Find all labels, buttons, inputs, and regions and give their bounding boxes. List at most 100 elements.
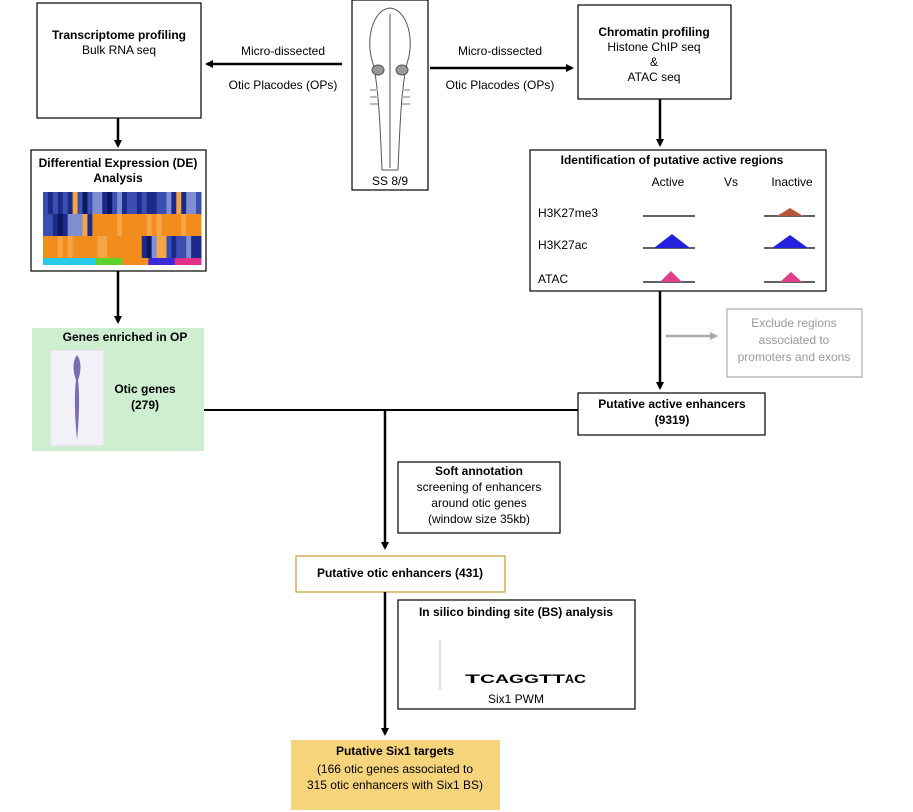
- heatmap-cell: [43, 214, 49, 236]
- heatmap-cell: [181, 236, 187, 258]
- arrow-label: Otic Placodes (OPs): [446, 78, 555, 92]
- box-title: (9319): [655, 413, 690, 427]
- heatmap-cell: [146, 192, 153, 214]
- heatmap-cell: [107, 214, 113, 236]
- heatmap-cell: [72, 236, 79, 258]
- column-label: Active: [652, 175, 685, 189]
- group-bar: [43, 258, 70, 265]
- box-text: (window size 35kb): [428, 512, 530, 526]
- heatmap-cell: [131, 214, 138, 236]
- box-text: associated to: [759, 333, 830, 347]
- box-title: Putative Six1 targets: [336, 744, 454, 758]
- heatmap-cell: [122, 192, 128, 214]
- box-title: In silico binding site (BS) analysis: [419, 605, 613, 619]
- box-text: around otic genes: [431, 496, 526, 510]
- heatmap-cell: [47, 236, 54, 258]
- heatmap-cell: [191, 192, 197, 214]
- heatmap-cell: [57, 214, 64, 236]
- box-title: Differential Expression (DE): [39, 156, 198, 170]
- group-bar: [148, 258, 176, 265]
- heatmap-cell: [166, 236, 172, 258]
- heatmap-cell: [141, 192, 148, 214]
- heatmap-cell: [77, 192, 83, 214]
- heatmap-cell: [176, 192, 182, 214]
- heatmap-cell: [126, 214, 133, 236]
- logo-letter: T: [465, 672, 481, 686]
- heatmap-cell: [82, 236, 88, 258]
- box-title: Genes enriched in OP: [63, 330, 188, 344]
- heatmap-cell: [161, 192, 167, 214]
- heatmap-cell: [67, 214, 74, 236]
- enhancers-box: [577, 392, 766, 436]
- heatmap-cell: [67, 192, 74, 214]
- heatmap-cell: [156, 236, 162, 258]
- heatmap-cell: [131, 236, 138, 258]
- insilico-box: [397, 599, 636, 710]
- heatmap-cell: [186, 214, 192, 236]
- heatmap-cell: [181, 214, 187, 236]
- heatmap-cell: [126, 236, 133, 258]
- targets-box: [291, 740, 500, 810]
- heatmap-cell: [156, 214, 162, 236]
- heatmap-cell: [62, 192, 69, 214]
- heatmap-cell: [72, 192, 79, 214]
- box-title: Analysis: [93, 171, 143, 185]
- heatmap-cell: [97, 236, 103, 258]
- heatmap-cell: [196, 236, 202, 258]
- transcriptome-box: [36, 2, 202, 119]
- box-text: 315 otic enhancers with Six1 BS): [307, 778, 483, 792]
- row-label: H3K27me3: [538, 206, 598, 220]
- exclude-box: [726, 308, 863, 378]
- heatmap-cell: [136, 236, 143, 258]
- box-text: Histone ChIP seq: [607, 40, 700, 54]
- heatmap-cell: [151, 192, 158, 214]
- chromatin-box: [577, 4, 732, 100]
- heatmap-cell: [62, 236, 69, 258]
- heatmap-cell: [107, 192, 113, 214]
- heatmap-cell: [176, 236, 182, 258]
- box-title: Putative active enhancers: [598, 397, 746, 411]
- column-label: Vs: [724, 175, 738, 189]
- heatmap-cell: [136, 192, 143, 214]
- heatmap-cell: [87, 192, 93, 214]
- heatmap-cell: [117, 214, 123, 236]
- heatmap-cell: [117, 236, 123, 258]
- heatmap-cell: [141, 214, 148, 236]
- group-bar: [122, 258, 149, 265]
- heatmap-cell: [151, 236, 158, 258]
- logo-letter: T: [539, 672, 553, 686]
- box-title: Soft annotation: [435, 464, 523, 478]
- heatmap-cell: [186, 192, 192, 214]
- heatmap-cell: [92, 236, 98, 258]
- box-title: Chromatin profiling: [598, 25, 709, 39]
- group-bar: [69, 258, 97, 265]
- heatmap: [43, 192, 202, 265]
- soft-box: [397, 461, 561, 534]
- box-text: &: [650, 55, 658, 69]
- group-bar: [95, 258, 123, 265]
- heatmap-cell: [151, 214, 158, 236]
- heatmap-cell: [102, 236, 108, 258]
- heatmap-cell: [126, 192, 133, 214]
- in-situ-stain: [73, 355, 81, 440]
- logo-letter: G: [509, 672, 524, 686]
- arrow-label: Otic Placodes (OPs): [229, 78, 338, 92]
- box-text: promoters and exons: [738, 350, 851, 364]
- row-label: ATAC: [538, 272, 569, 286]
- embryo-label: SS 8/9: [372, 174, 408, 188]
- heatmap-cell: [161, 236, 167, 258]
- heatmap-cell: [107, 236, 113, 258]
- heatmap-cell: [122, 214, 128, 236]
- heatmap-cell: [196, 192, 202, 214]
- arrow-label: Micro-dissected: [458, 44, 542, 58]
- logo-letter: C: [480, 672, 496, 686]
- box-title: Putative otic enhancers (431): [317, 566, 483, 580]
- heatmap-cell: [72, 214, 79, 236]
- heatmap-cell: [122, 236, 128, 258]
- heatmap-cell: [146, 236, 153, 258]
- heatmap-cell: [171, 214, 177, 236]
- heatmap-cell: [186, 236, 192, 258]
- heatmap-cell: [92, 192, 98, 214]
- heatmap-cell: [62, 214, 69, 236]
- heatmap-cell: [191, 214, 197, 236]
